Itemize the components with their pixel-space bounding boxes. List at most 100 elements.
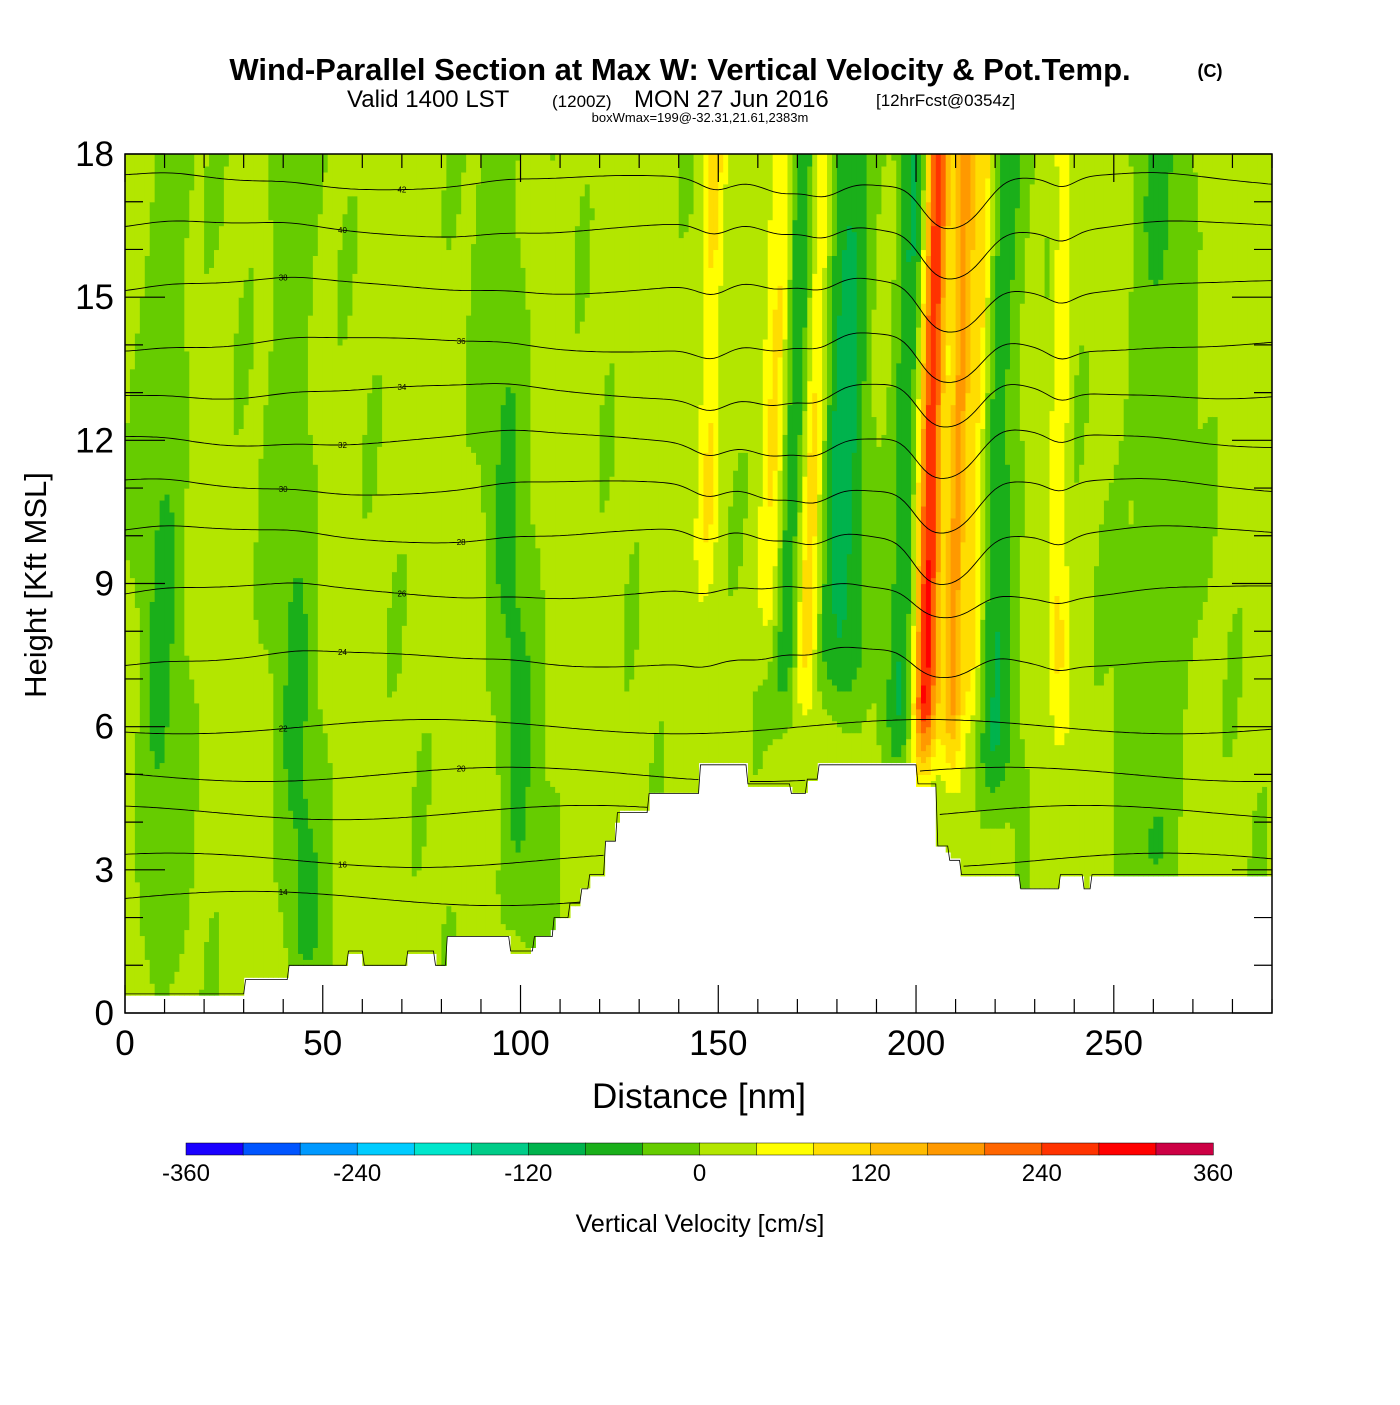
w-cell — [955, 589, 962, 716]
x-tick-label: 250 — [1085, 1024, 1143, 1063]
w-cell — [273, 881, 279, 978]
w-cell — [930, 684, 937, 716]
w-cell — [743, 452, 749, 519]
w-cell — [1089, 154, 1095, 877]
w-cell — [718, 154, 724, 173]
w-cell — [293, 828, 299, 966]
w-cell — [298, 154, 304, 579]
w-cell — [1019, 535, 1026, 740]
w-cell — [965, 732, 972, 877]
w-cell — [752, 154, 759, 692]
w-cell — [930, 714, 937, 740]
w-cell — [169, 983, 176, 996]
w-cell — [777, 285, 784, 358]
w-cell — [960, 410, 967, 543]
w-cell — [406, 154, 413, 954]
w-cell — [278, 911, 284, 978]
w-cell — [901, 154, 907, 746]
isentrope-label: 30 — [279, 485, 288, 494]
w-cell — [1143, 231, 1149, 877]
w-cell — [836, 726, 843, 764]
w-cell — [1079, 154, 1085, 346]
w-cell — [312, 851, 319, 948]
w-cell — [911, 714, 917, 764]
w-cell — [1267, 154, 1273, 877]
w-cell — [377, 154, 383, 376]
isentrope-line — [124, 172, 1273, 230]
w-cell — [960, 768, 967, 877]
x-tick-label: 0 — [115, 1024, 134, 1063]
w-cell — [950, 768, 957, 793]
w-cell — [1237, 696, 1243, 877]
w-cell — [792, 154, 798, 221]
w-cell — [980, 619, 986, 734]
w-cell — [574, 332, 581, 907]
w-cell — [1257, 154, 1263, 793]
w-cell — [1103, 499, 1110, 674]
w-cell — [391, 690, 398, 966]
w-cell — [1163, 249, 1169, 877]
w-cell — [149, 750, 156, 984]
w-cell — [154, 529, 161, 770]
w-cell — [540, 589, 546, 937]
w-cell — [1252, 154, 1258, 811]
w-cell — [782, 154, 789, 340]
w-cell — [817, 154, 823, 495]
w-cell — [490, 714, 497, 937]
w-cell — [1197, 231, 1204, 251]
w-cell — [317, 708, 324, 966]
w-cell — [787, 726, 794, 787]
w-cell — [1009, 154, 1016, 280]
w-cell — [767, 398, 774, 507]
w-cell — [634, 541, 640, 650]
w-cell — [856, 732, 863, 764]
w-cell — [243, 279, 250, 406]
w-cell — [1005, 368, 1011, 465]
w-cell — [298, 953, 304, 966]
colorbar-swatch — [1041, 1142, 1100, 1156]
w-cell — [896, 661, 902, 716]
w-cell — [367, 154, 373, 394]
w-cell — [134, 607, 141, 734]
w-cell — [831, 154, 838, 257]
colorbar-swatch — [927, 1142, 986, 1156]
w-cell — [560, 154, 566, 919]
w-cell — [218, 225, 225, 996]
w-cell — [283, 768, 289, 948]
w-cell — [708, 523, 714, 585]
w-cell — [965, 154, 972, 221]
w-cell — [871, 702, 878, 764]
w-cell — [555, 154, 561, 793]
x-tick-label: 150 — [689, 1024, 747, 1063]
w-cell — [1064, 732, 1070, 877]
w-cell — [169, 511, 176, 644]
w-cell — [441, 237, 447, 925]
w-cell — [1024, 154, 1031, 239]
w-cell — [169, 154, 176, 513]
w-cell — [713, 541, 719, 764]
x-tick-label: 50 — [303, 1024, 342, 1063]
w-cell — [372, 374, 378, 495]
w-cell — [352, 195, 358, 274]
w-cell — [515, 851, 522, 937]
colorbar-swatch — [299, 1142, 358, 1156]
w-cell — [426, 154, 433, 734]
w-cell — [1262, 786, 1268, 877]
w-cell — [822, 583, 828, 662]
w-cell — [1178, 154, 1184, 817]
w-cell — [851, 452, 858, 680]
w-cell — [248, 267, 255, 370]
w-cell — [950, 792, 957, 859]
w-cell — [189, 678, 195, 889]
w-cell — [861, 380, 868, 722]
w-cell — [268, 219, 274, 352]
w-cell — [807, 154, 813, 167]
w-cell — [1064, 154, 1070, 424]
w-cell — [920, 702, 927, 722]
colorbar-tick-label: 360 — [1193, 1160, 1233, 1187]
w-cell — [772, 625, 779, 740]
w-cell — [505, 154, 512, 388]
w-cell — [945, 225, 952, 346]
w-cell — [970, 154, 976, 251]
w-cell — [906, 249, 912, 262]
